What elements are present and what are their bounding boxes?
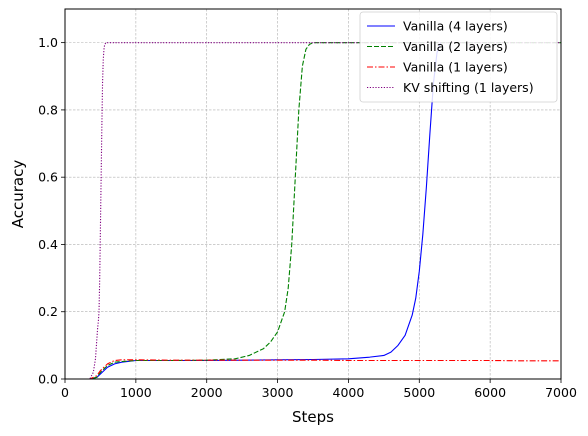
x-tick-label: 3000 [262, 385, 294, 400]
plot-frame [64, 8, 562, 380]
y-axis-ticks: 0.0 0.2 0.4 0.6 0.8 1.0 [38, 35, 65, 387]
legend-label: Vanilla (4 layers) [403, 19, 508, 34]
legend-label: KV shifting (1 layers) [403, 80, 534, 95]
x-tick-label: 5000 [403, 385, 435, 400]
legend: Vanilla (4 layers) Vanilla (2 layers) Vani… [359, 11, 558, 103]
x-tick-label: 6000 [474, 385, 506, 400]
y-axis-label: Accuracy [9, 160, 27, 229]
legend-label: Vanilla (1 layers) [403, 60, 508, 75]
y-tick-label: 0.8 [38, 102, 58, 117]
y-tick-label: 1.0 [38, 35, 58, 50]
y-tick-label: 0.2 [38, 304, 58, 319]
x-axis-ticks: 0 1000 2000 3000 4000 5000 6000 7000 [61, 379, 577, 400]
y-tick-label: 0.0 [38, 372, 58, 387]
series-line-3 [65, 42, 561, 380]
series-line-1 [65, 42, 561, 380]
series-line-2 [65, 359, 561, 380]
x-tick-label: 2000 [191, 385, 223, 400]
y-tick-label: 0.6 [38, 170, 58, 185]
x-tick-label: 0 [61, 385, 69, 400]
x-axis-label: Steps [292, 408, 334, 426]
x-tick-label: 4000 [333, 385, 365, 400]
series-line-0 [65, 42, 442, 380]
legend-label: Vanilla (2 layers) [403, 39, 508, 54]
y-tick-label: 0.4 [38, 237, 58, 252]
x-tick-label: 7000 [545, 385, 577, 400]
series-lines [65, 42, 561, 380]
x-tick-label: 1000 [120, 385, 152, 400]
legend-box [359, 11, 558, 103]
